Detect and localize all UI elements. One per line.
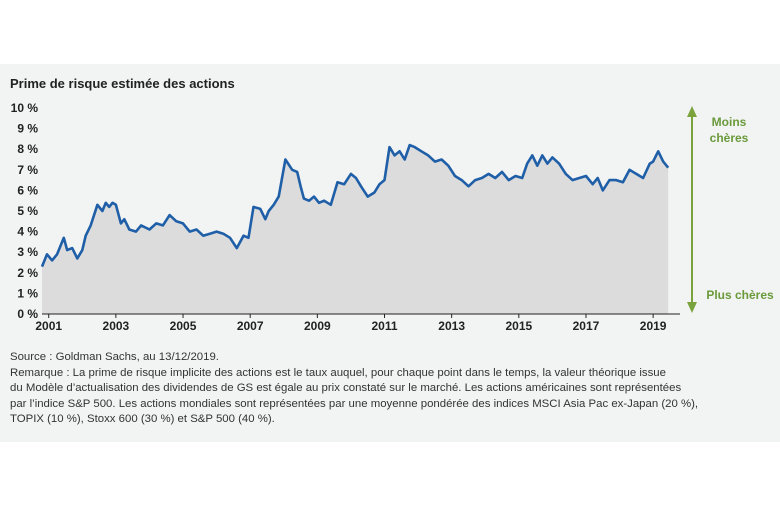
area-fill (42, 145, 669, 314)
y-tick-label: 3 % (17, 245, 38, 259)
y-tick-label: 10 % (11, 101, 39, 115)
arrow-down-head (687, 302, 697, 313)
x-tick-label: 2009 (304, 319, 331, 333)
y-tick-label: 1 % (17, 286, 38, 300)
y-tick-label: 0 % (17, 307, 38, 321)
y-tick-label: 2 % (17, 266, 38, 280)
y-tick-label: 8 % (17, 142, 38, 156)
x-tick-label: 2007 (237, 319, 264, 333)
x-tick-label: 2015 (505, 319, 532, 333)
x-tick-label: 2003 (103, 319, 130, 333)
y-tick-label: 5 % (17, 204, 38, 218)
annotation-top-line-2: chères (710, 131, 749, 145)
chart-title: Prime de risque estimée des actions (10, 76, 235, 91)
series-line (40, 143, 670, 268)
source-note: Source : Goldman Sachs, au 13/12/2019. (10, 351, 219, 363)
remark-line-4: TOPIX (10 %), Stoxx 600 (30 %) et S&P 50… (10, 413, 275, 426)
y-tick-label: 9 % (17, 122, 38, 136)
x-tick-label: 2013 (438, 319, 465, 333)
chart-notes: Source : Goldman Sachs, au 13/12/2019. R… (10, 350, 770, 428)
annotation-bottom: Plus chères (706, 288, 774, 302)
remark-line-3: par l’indice S&P 500. Les actions mondia… (10, 397, 699, 410)
y-tick-label: 7 % (17, 163, 38, 177)
x-tick-label: 2019 (640, 319, 667, 333)
annotation-top-line-1: Moins (712, 115, 747, 129)
x-tick-label: 2001 (35, 319, 62, 333)
x-tick-label: 2011 (371, 319, 397, 333)
arrow-up-head (687, 106, 697, 117)
remark-line-1: Remarque : La prime de risque implicite … (10, 366, 666, 379)
x-tick-label: 2005 (170, 319, 197, 333)
y-tick-label: 4 % (17, 225, 38, 239)
x-tick-label: 2017 (573, 319, 600, 333)
y-tick-label: 6 % (17, 183, 38, 197)
remark-line-2: du Modèle d’actualisation des dividendes… (10, 382, 682, 395)
